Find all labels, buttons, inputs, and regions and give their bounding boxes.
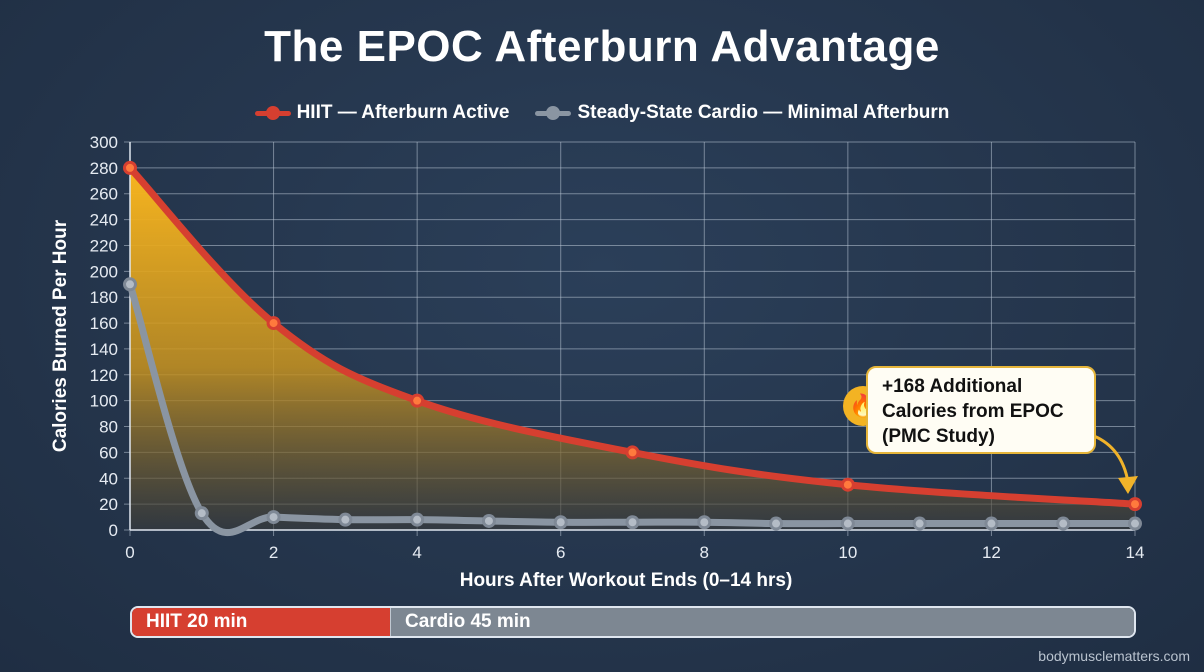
callout-line-3: (PMC Study): [882, 426, 995, 447]
duration-hiit: HIIT 20 min: [132, 608, 390, 636]
cardio-line: [126, 280, 1139, 537]
x-tick-label: 0: [125, 543, 134, 562]
y-tick-label: 180: [90, 288, 118, 307]
y-tick-label: 20: [99, 495, 118, 514]
y-tick-label: 60: [99, 443, 118, 462]
epoc-callout: +168 Additional Calories from EPOC (PMC …: [866, 366, 1096, 454]
y-tick-label: 80: [99, 418, 118, 437]
source-watermark: bodymusclematters.com: [1038, 648, 1190, 664]
x-tick-label: 14: [1126, 543, 1145, 562]
y-tick-label: 0: [109, 521, 118, 540]
y-tick-label: 240: [90, 211, 118, 230]
legend-swatch-hiit: [254, 106, 291, 120]
callout-arrow-head: [1118, 476, 1138, 494]
x-tick-label: 10: [838, 543, 857, 562]
tick-labels: 0204060801001201401601802002202402602803…: [90, 133, 1145, 562]
legend-item-cardio[interactable]: Steady-State Cardio — Minimal Afterburn: [535, 102, 949, 124]
y-tick-label: 220: [90, 236, 118, 255]
legend-swatch-cardio: [535, 106, 572, 120]
y-tick-label: 280: [90, 159, 118, 178]
x-tick-label: 6: [556, 543, 565, 562]
legend-item-hiit[interactable]: HIIT — Afterburn Active: [254, 102, 510, 124]
x-tick-label: 8: [700, 543, 709, 562]
duration-cardio: Cardio 45 min: [390, 608, 1134, 636]
y-axis-title: Calories Burned Per Hour: [50, 219, 71, 452]
legend: HIIT — Afterburn Active Steady-State Car…: [0, 102, 1204, 124]
hiit-line: [126, 164, 1139, 508]
y-tick-label: 120: [90, 366, 118, 385]
x-tick-label: 12: [982, 543, 1001, 562]
chart-title: The EPOC Afterburn Advantage: [264, 22, 940, 71]
y-tick-label: 200: [90, 262, 118, 281]
series-lines: [123, 160, 1142, 537]
duration-bar: HIIT 20 min Cardio 45 min: [130, 606, 1136, 638]
callout-line-1: +168 Additional: [882, 376, 1023, 397]
x-tick-label: 2: [269, 543, 278, 562]
y-tick-label: 140: [90, 340, 118, 359]
legend-label-cardio: Steady-State Cardio — Minimal Afterburn: [577, 102, 950, 123]
x-tick-label: 4: [412, 543, 421, 562]
y-tick-label: 40: [99, 469, 118, 488]
y-tick-label: 300: [90, 133, 118, 152]
callout-arrow: [1093, 434, 1130, 483]
hiit-area-fill: [130, 167, 1135, 530]
callout-line-2: Calories from EPOC: [882, 401, 1064, 422]
y-tick-label: 260: [90, 185, 118, 204]
y-tick-label: 160: [90, 314, 118, 333]
x-axis-title: Hours After Workout Ends (0–14 hrs): [460, 570, 793, 591]
y-tick-label: 100: [90, 392, 118, 411]
axes: [129, 142, 1135, 531]
legend-label-hiit: HIIT — Afterburn Active: [296, 102, 510, 123]
